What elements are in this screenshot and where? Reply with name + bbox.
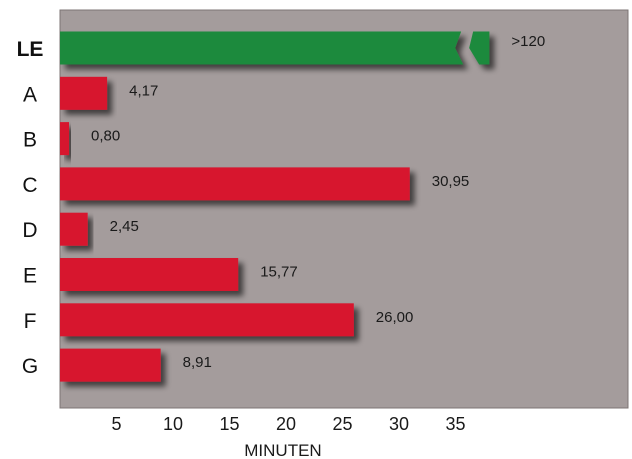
bar-f xyxy=(60,303,354,337)
value-label-a: 4,17 xyxy=(129,82,158,99)
bar-c xyxy=(60,167,410,201)
category-label-f: F xyxy=(24,310,37,333)
plot-area xyxy=(59,9,629,409)
bar-e xyxy=(60,258,239,291)
x-tick-35: 35 xyxy=(445,414,465,434)
x-tick-20: 20 xyxy=(276,414,296,434)
bar-b xyxy=(60,122,70,156)
x-tick-30: 30 xyxy=(389,414,409,434)
category-label-g: G xyxy=(22,355,38,378)
value-label-e: 15,77 xyxy=(260,264,298,281)
value-label-d: 2,45 xyxy=(110,218,139,235)
x-tick-15: 15 xyxy=(219,414,239,434)
bar-le-segment-left xyxy=(60,31,464,65)
bars-layer xyxy=(60,31,490,382)
value-label-c: 30,95 xyxy=(432,173,470,190)
x-tick-25: 25 xyxy=(332,414,352,434)
x-axis-ticks: 5 10 15 20 25 30 35 xyxy=(111,414,465,434)
category-label-c: C xyxy=(22,174,37,197)
category-label-a: A xyxy=(23,83,37,106)
category-label-b: B xyxy=(23,129,37,152)
value-label-b: 0,80 xyxy=(91,128,120,145)
category-label-d: D xyxy=(22,219,37,242)
bar-d xyxy=(60,212,88,246)
category-label-le: LE xyxy=(17,38,44,61)
bar-le-segment-right xyxy=(469,31,490,65)
x-tick-5: 5 xyxy=(111,414,121,434)
bar-g xyxy=(60,348,161,382)
x-tick-10: 10 xyxy=(163,414,183,434)
value-labels: >120 4,17 0,80 30,95 2,45 15,77 26,00 8,91 xyxy=(91,33,545,371)
value-label-g: 8,91 xyxy=(183,354,212,371)
bar-a xyxy=(60,76,108,110)
category-label-e: E xyxy=(23,265,37,288)
x-axis-title: MINUTEN xyxy=(244,441,321,459)
bar-le xyxy=(60,31,490,65)
value-label-le: >120 xyxy=(511,33,545,50)
value-label-f: 26,00 xyxy=(376,309,414,326)
